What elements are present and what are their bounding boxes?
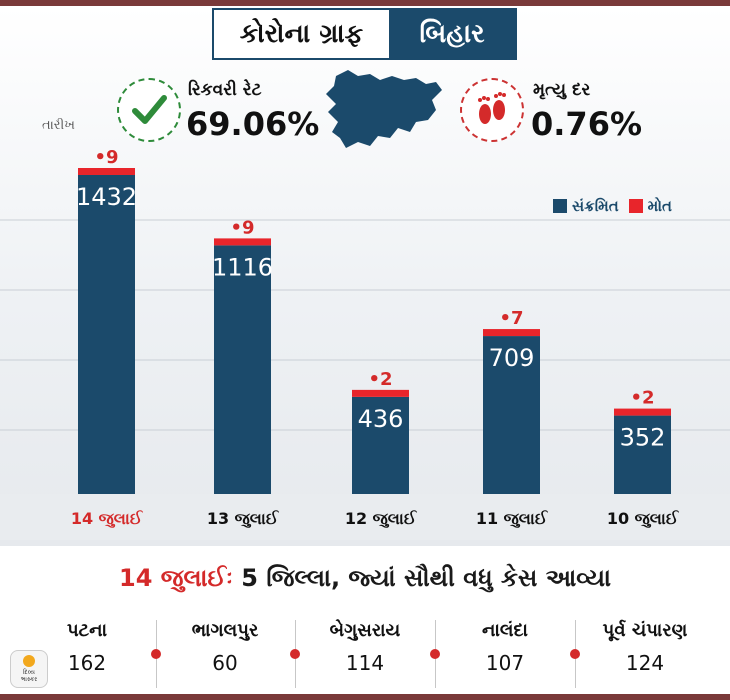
bar-chart: 1432 •9 14 જુલાઈ 1116 •9 13 જુલાઈ 436 •2 12 જુલા… <box>0 147 730 540</box>
bar-value-label-0: 1432 <box>76 183 137 211</box>
death-value-label-4: •2 <box>630 388 654 409</box>
bar-value-label-1: 1116 <box>212 253 273 281</box>
bar-infected-2 <box>352 396 409 494</box>
district-item: ભાગલપુર 60 <box>155 620 295 675</box>
death-value-label-0: •9 <box>94 147 118 168</box>
death-value-label-1: •9 <box>230 217 254 238</box>
bihar-map-icon <box>326 70 442 148</box>
district-count: 114 <box>345 651 385 675</box>
top-districts-section: 14 જુલાઈઃ 5 જિલ્લા, જ્યાં સૌથી વધુ કેસ આ… <box>0 546 730 694</box>
bar-deaths-0 <box>78 168 135 175</box>
top-districts-title: 14 જુલાઈઃ 5 જિલ્લા, જ્યાં સૌથી વધુ કેસ આ… <box>0 564 730 592</box>
recovery-rate-value: 69.06% <box>186 105 320 143</box>
legend-infected: સંક્રમિત <box>553 197 619 215</box>
x-tick-label-4: 10 જુલાઈ <box>607 509 680 529</box>
district-item: નાલંદા 107 <box>435 620 575 675</box>
bar-value-label-3: 709 <box>489 344 535 372</box>
bar-value-label-2: 436 <box>358 405 404 433</box>
death-rate-label: મૃત્યુ દર <box>533 80 591 100</box>
district-name: નાલંદા <box>482 620 528 641</box>
legend-deaths: મોત <box>628 197 672 215</box>
bar-deaths-1 <box>214 238 271 246</box>
district-separator-dot <box>570 649 580 659</box>
check-icon <box>117 78 181 142</box>
bar-infected-1 <box>214 245 271 494</box>
title-corona-graph: કોરોના ગ્રાફ <box>239 18 364 49</box>
top-districts-caption: 5 જિલ્લા, જ્યાં સૌથી વધુ કેસ આવ્યા <box>232 564 611 592</box>
district-name: બેગુસરાય <box>329 620 401 641</box>
death-rate-value: 0.76% <box>531 105 643 143</box>
title-state: બિહાર <box>389 10 515 58</box>
bar-value-label-4: 352 <box>620 424 666 452</box>
legend-deaths-label: મોત <box>647 197 672 215</box>
legend-deaths-swatch <box>628 199 643 213</box>
x-tick-label-2: 12 જુલાઈ <box>345 509 418 529</box>
legend-infected-swatch <box>553 199 567 213</box>
district-separator-dot <box>290 649 300 659</box>
top-districts-date: 14 જુલાઈઃ <box>119 564 233 592</box>
district-separator-dot <box>151 649 161 659</box>
x-axis-band <box>0 494 730 540</box>
chart-legend: સંક્રમિત મોત <box>553 197 682 215</box>
legend-infected-label: સંક્રમિત <box>572 197 619 215</box>
bottom-border <box>0 694 730 700</box>
bar-infected-3 <box>483 336 540 494</box>
bar-infected-0 <box>78 175 135 494</box>
logo-text: દિવ્ય ભાસ્કર <box>20 669 38 683</box>
divya-bhaskar-logo: દિવ્ય ભાસ્કર <box>10 650 48 688</box>
x-tick-label-0: 14 જુલાઈ <box>71 509 144 529</box>
district-count: 162 <box>67 651 107 675</box>
death-value-label-2: •2 <box>368 369 392 390</box>
death-value-label-3: •7 <box>499 308 523 329</box>
footprints-icon <box>460 78 524 142</box>
district-separator-dot <box>430 649 440 659</box>
district-item: પટના 162 <box>17 620 157 675</box>
x-tick-label-3: 11 જુલાઈ <box>476 509 549 529</box>
district-count: 60 <box>212 651 238 675</box>
bar-deaths-3 <box>483 329 540 337</box>
district-name: ભાગલપુર <box>191 620 259 641</box>
district-name: પૂર્વ ચંપારણ <box>602 620 688 641</box>
district-item: પૂર્વ ચંપારણ 124 <box>575 620 715 675</box>
bar-deaths-2 <box>352 389 409 397</box>
recovery-rate-label: રિકવરી રેટ <box>188 80 262 100</box>
district-name: પટના <box>67 620 107 641</box>
district-count: 124 <box>625 651 665 675</box>
district-item: બેગુસરાય 114 <box>295 620 435 675</box>
top-border <box>0 0 730 6</box>
district-count: 107 <box>485 651 525 675</box>
date-heading: તારીખ <box>42 118 75 133</box>
logo-sun-icon <box>23 655 35 667</box>
bar-deaths-4 <box>614 408 671 416</box>
x-tick-label-1: 13 જુલાઈ <box>207 509 280 529</box>
title-box: કોરોના ગ્રાફ બિહાર <box>212 8 517 60</box>
bar-infected-4 <box>614 415 671 494</box>
